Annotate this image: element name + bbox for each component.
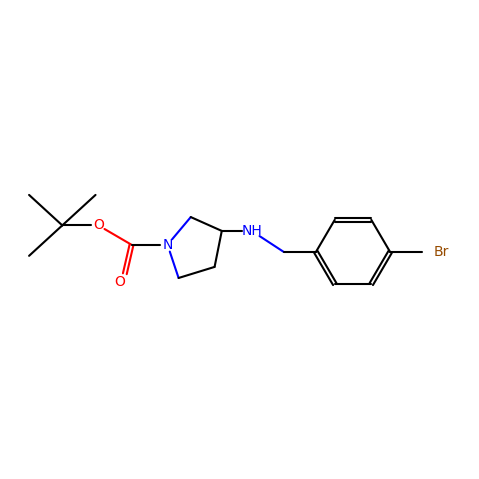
Text: Br: Br bbox=[433, 245, 449, 259]
Text: O: O bbox=[114, 275, 125, 289]
Text: O: O bbox=[93, 218, 104, 232]
Text: NH: NH bbox=[241, 224, 262, 238]
Text: N: N bbox=[162, 238, 173, 252]
